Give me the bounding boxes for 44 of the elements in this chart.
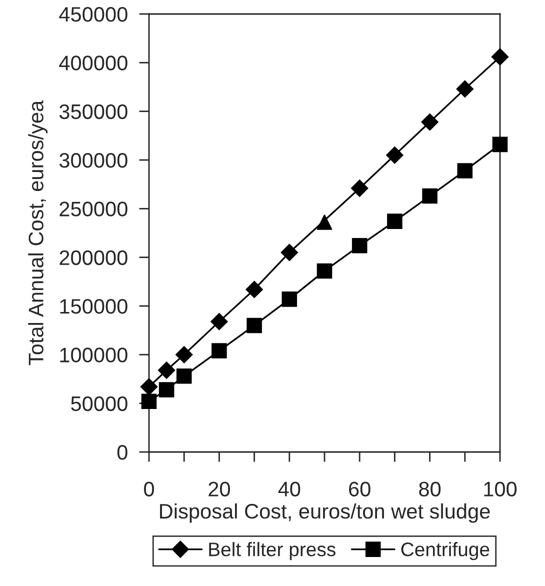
point: [246, 280, 263, 298]
point: [386, 146, 404, 164]
y-tick-label: 250000: [60, 202, 128, 216]
point: [176, 368, 192, 384]
y-tick-label: 150000: [60, 299, 128, 314]
x-tick-label: 60: [349, 482, 370, 496]
point: [421, 113, 438, 131]
x-tick-label: 40: [278, 482, 300, 496]
point: [351, 180, 368, 197]
y-tick-label: 200000: [60, 250, 128, 266]
legend-label: Belt filter press: [209, 542, 336, 560]
point: [141, 394, 157, 410]
point: [280, 244, 298, 262]
point: [316, 263, 332, 279]
point: [282, 292, 298, 307]
point: [176, 346, 193, 364]
legend-label: Centrifuge: [401, 542, 490, 560]
point: [387, 214, 402, 229]
y-tick-label: 400000: [59, 56, 128, 70]
x-tick-label: 100: [484, 482, 517, 496]
x-axis-title: Disposal Cost, euros/ton wet sludge: [160, 503, 490, 523]
y-tick-label: 100000: [60, 348, 128, 362]
point: [158, 362, 176, 379]
point: [422, 188, 438, 204]
x-tick-label: 80: [419, 482, 441, 496]
y-tick-label: 300000: [59, 153, 128, 168]
point: [210, 313, 228, 330]
y-tick-label: 350000: [59, 104, 128, 120]
y-tick-label: 50000: [71, 396, 128, 412]
y-tick-label: 0: [117, 445, 128, 460]
point: [246, 318, 262, 334]
point: [212, 343, 227, 358]
point: [316, 214, 332, 230]
x-tick-label: 20: [208, 482, 230, 496]
y-axis-title: Total Annual Cost, euros/yea: [28, 100, 48, 366]
x-tick-label: 0: [144, 482, 154, 496]
point: [456, 80, 474, 98]
point: [457, 163, 473, 178]
point: [492, 136, 508, 152]
point: [491, 48, 509, 66]
point: [140, 378, 158, 396]
y-tick-label: 450000: [59, 7, 128, 22]
point: [158, 382, 174, 398]
point: [352, 238, 368, 254]
